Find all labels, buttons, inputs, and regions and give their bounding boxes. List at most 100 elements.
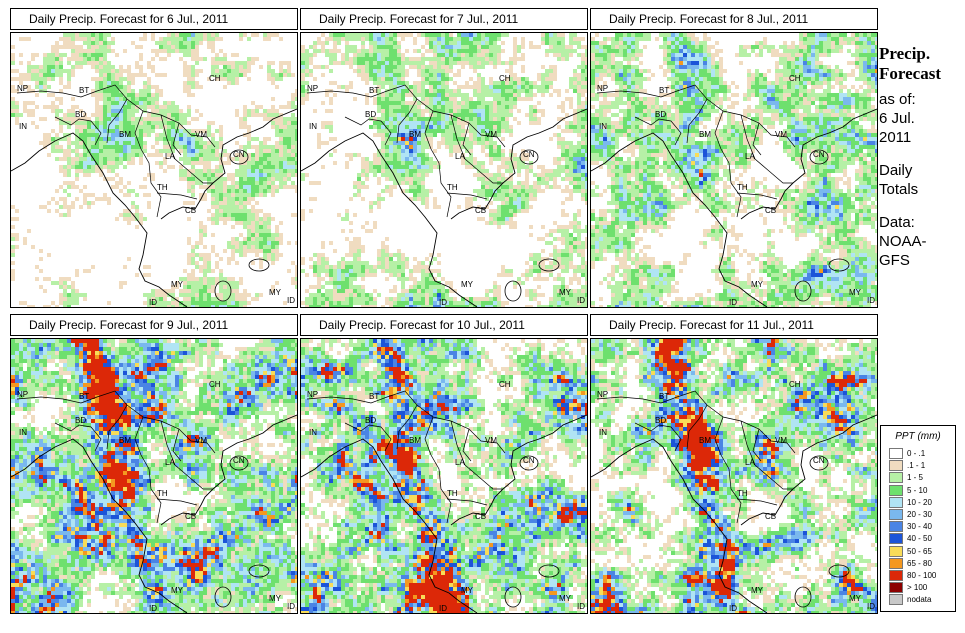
precip-map-svg: NP BT IN BD BM CH VM LA CN TH CB ID MY MY ID	[301, 33, 587, 307]
coastline	[591, 108, 877, 307]
country-label: CN	[233, 150, 245, 159]
island-outline	[504, 586, 522, 608]
island-outline	[248, 564, 270, 578]
country-label: VM	[775, 130, 787, 139]
legend-label: 10 - 20	[907, 497, 932, 508]
country-label: ID	[149, 298, 157, 307]
legend-swatch	[889, 509, 903, 520]
legend-swatch	[889, 594, 903, 606]
country-label: CB	[185, 206, 196, 215]
precip-map[interactable]: NP BT IN BD BM CH VM LA CN TH CB ID MY MY ID	[300, 338, 588, 614]
country-label: CN	[813, 456, 825, 465]
precip-map[interactable]: NP BT IN BD BM CH VM LA CN TH CB ID MY MY ID	[590, 32, 878, 308]
country-label: BM	[409, 436, 421, 445]
country-label: BD	[655, 416, 666, 425]
country-label: IN	[599, 428, 607, 437]
country-label: MY	[751, 586, 764, 595]
precip-map[interactable]: NP BT IN BD BM CH VM LA CN TH CB ID MY MY ID	[590, 338, 878, 614]
country-label: BD	[75, 110, 86, 119]
country-label: CH	[789, 74, 801, 83]
legend-swatch	[889, 545, 903, 557]
country-label: IN	[19, 122, 27, 131]
legend-item: 1 - 5	[889, 472, 955, 484]
country-label: MY	[269, 288, 282, 297]
country-label: LA	[455, 458, 465, 467]
country-label: TH	[447, 183, 458, 192]
legend-item: 5 - 10	[889, 484, 955, 496]
precip-map-svg: NP BT IN BD BM CH VM LA CN TH CB ID MY MY ID	[11, 33, 297, 307]
country-label: MY	[269, 594, 282, 603]
island-outline	[809, 149, 829, 165]
data-source-model: GFS	[879, 251, 965, 270]
legend-item: 50 - 65	[889, 545, 955, 557]
country-label: CB	[185, 512, 196, 521]
island-outline	[519, 455, 539, 471]
country-label: LA	[745, 458, 755, 467]
legend-swatch	[889, 496, 903, 508]
country-label: MY	[559, 594, 572, 603]
island-outline	[214, 280, 232, 302]
legend-label: > 100	[907, 582, 927, 593]
country-label: MY	[849, 288, 862, 297]
legend-label: 0 - .1	[907, 448, 925, 459]
country-label: ID	[577, 296, 585, 305]
legend-item: .1 - 1	[889, 460, 955, 472]
data-source-label: Data:	[879, 213, 965, 232]
panel-title: Daily Precip. Forecast for 8 Jul., 2011	[590, 8, 878, 30]
country-label: ID	[439, 604, 447, 613]
country-label: VM	[775, 436, 787, 445]
country-label: CH	[789, 380, 801, 389]
country-label: CN	[233, 456, 245, 465]
legend-swatch	[889, 484, 903, 496]
legend-swatch	[889, 533, 903, 545]
asof-label: as of:	[879, 90, 965, 109]
legend-swatch	[889, 460, 903, 472]
coastline	[301, 108, 587, 307]
country-label: LA	[745, 152, 755, 161]
country-label: BT	[659, 392, 669, 401]
country-label: BT	[79, 86, 89, 95]
legend-label: 65 - 80	[907, 558, 932, 569]
country-label: VM	[195, 130, 207, 139]
precip-map[interactable]: NP BT IN BD BM CH VM LA CN TH CB ID MY MY ID	[10, 338, 298, 614]
legend-label: 40 - 50	[907, 533, 932, 544]
country-label: NP	[17, 84, 28, 93]
country-label: CN	[813, 150, 825, 159]
island-outline	[248, 258, 270, 272]
precip-map[interactable]: NP BT IN BD BM CH VM LA CN TH CB ID MY MY ID	[10, 32, 298, 308]
country-label: BD	[365, 416, 376, 425]
country-label: TH	[737, 489, 748, 498]
country-label: ID	[867, 602, 875, 611]
country-label: BT	[79, 392, 89, 401]
country-label: ID	[729, 604, 737, 613]
legend-item: 0 - .1	[889, 448, 955, 459]
country-label: CB	[765, 206, 776, 215]
country-borders	[306, 84, 506, 218]
country-label: MY	[751, 280, 764, 289]
country-label: IN	[599, 122, 607, 131]
country-label: VM	[485, 130, 497, 139]
country-label: MY	[171, 586, 184, 595]
island-outline	[504, 280, 522, 302]
country-label: CN	[523, 150, 535, 159]
coastline	[11, 414, 297, 613]
country-label: CH	[209, 380, 221, 389]
country-label: IN	[19, 428, 27, 437]
country-label: MY	[849, 594, 862, 603]
country-label: LA	[455, 152, 465, 161]
asof-date: 6 Jul.	[879, 109, 965, 128]
country-label: LA	[165, 152, 175, 161]
country-label: CB	[475, 206, 486, 215]
country-label: NP	[17, 390, 28, 399]
legend-item: nodata	[889, 594, 955, 606]
island-outline	[794, 586, 812, 608]
country-label: CH	[209, 74, 221, 83]
country-label: IN	[309, 122, 317, 131]
legend-swatch	[889, 448, 903, 459]
island-outline	[538, 564, 560, 578]
panel-title: Daily Precip. Forecast for 7 Jul., 2011	[300, 8, 588, 30]
country-label: VM	[195, 436, 207, 445]
country-label: MY	[171, 280, 184, 289]
precip-map[interactable]: NP BT IN BD BM CH VM LA CN TH CB ID MY MY ID	[300, 32, 588, 308]
